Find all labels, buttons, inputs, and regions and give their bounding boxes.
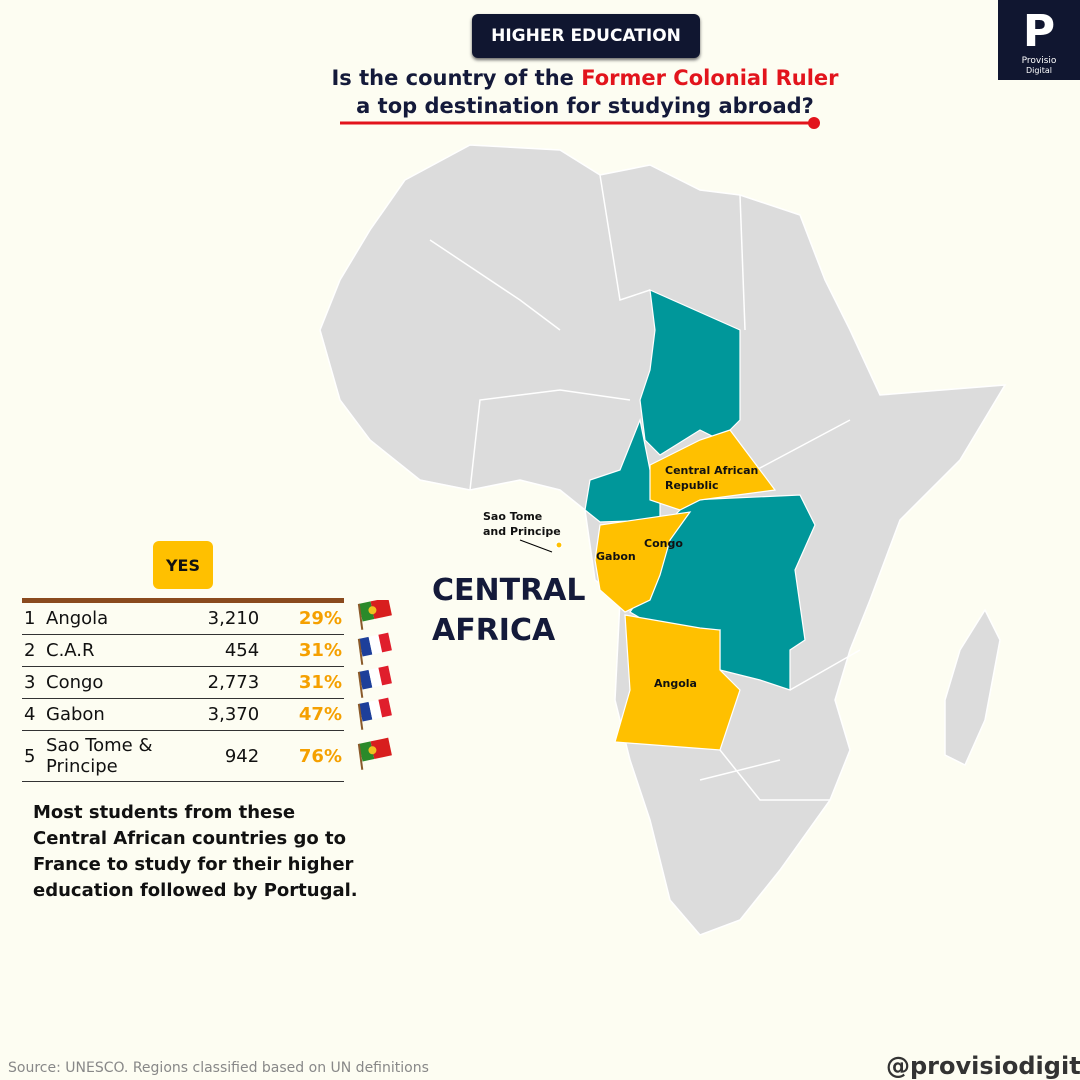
- logo-text: Digital: [1026, 66, 1052, 75]
- country: Angola: [44, 600, 178, 635]
- badge: YES: [153, 541, 213, 589]
- flag-france: [357, 697, 392, 730]
- table: 1 Angola 3,210 29% 2 C.A.R 454 31% 3 Congo 2,773 31…: [22, 598, 344, 782]
- map-label: Congo: [644, 537, 683, 550]
- flag-portugal: [357, 600, 392, 630]
- table-row: 3 Congo 2,773 31%: [22, 666, 344, 699]
- map-label: Republic: [665, 479, 719, 492]
- logo: P Provisio Digital: [998, 0, 1080, 80]
- border: [429, 174, 861, 801]
- share: 29%: [279, 600, 344, 635]
- tag: HIGHER EDUCATION: [472, 14, 700, 58]
- map-label: Gabon: [596, 550, 636, 563]
- country: C.A.R: [44, 634, 178, 667]
- chad: [639, 289, 741, 456]
- rank: 2: [22, 634, 44, 667]
- flags: [357, 600, 392, 770]
- source: Source: UNESCO. Regions classified based…: [8, 1060, 429, 1076]
- map-label: Sao Tome: [483, 510, 542, 523]
- share: 47%: [279, 698, 344, 731]
- students: 2,773: [178, 666, 280, 699]
- country: Gabon: [44, 698, 178, 731]
- question-highlight: Former Colonial Ruler: [581, 66, 839, 90]
- map-label: Angola: [654, 677, 697, 690]
- question-text: a top destination for studying abroad?: [356, 94, 814, 118]
- rank: 1: [22, 600, 44, 635]
- students: 3,370: [178, 698, 280, 731]
- underline-dot: [808, 117, 820, 129]
- table-row: 2 C.A.R 454 31%: [22, 634, 344, 667]
- rank: 5: [22, 730, 44, 782]
- country: Congo: [44, 666, 178, 699]
- share: 31%: [279, 666, 344, 699]
- rank: 3: [22, 666, 44, 699]
- students: 942: [178, 730, 280, 782]
- gabon-congo: [594, 511, 692, 613]
- country: Sao Tome & Principe: [44, 730, 178, 782]
- logo-text: Provisio: [1021, 56, 1057, 66]
- share: 31%: [279, 634, 344, 667]
- sao-tome: [555, 541, 563, 549]
- rank: 4: [22, 698, 44, 731]
- students: 454: [178, 634, 280, 667]
- table-row: 5 Sao Tome & Principe 942 76%: [22, 730, 344, 782]
- students: 3,210: [178, 600, 280, 635]
- flag-portugal: [357, 737, 392, 770]
- map-label: Central African: [665, 464, 758, 477]
- leader-line: [519, 539, 553, 553]
- region-label: AFRICA: [432, 613, 556, 648]
- note: Most students from these Central African…: [33, 802, 358, 901]
- flag-france: [357, 632, 392, 665]
- region-label: CENTRAL: [432, 573, 586, 608]
- madagascar: [944, 608, 1001, 767]
- table-row: 4 Gabon 3,370 47%: [22, 698, 344, 731]
- table-row: 1 Angola 3,210 29%: [22, 600, 344, 635]
- angola: [614, 614, 741, 751]
- logo-letter: P: [1022, 6, 1056, 57]
- map-label: and Principe: [483, 525, 561, 538]
- share: 76%: [279, 730, 344, 782]
- car: [649, 429, 777, 511]
- handle: @provisiodigital: [886, 1052, 1080, 1080]
- question: Is the country of the Former Colonial Ru…: [300, 64, 870, 120]
- question-text: Is the country of the: [331, 66, 574, 90]
- flag-france: [357, 665, 392, 698]
